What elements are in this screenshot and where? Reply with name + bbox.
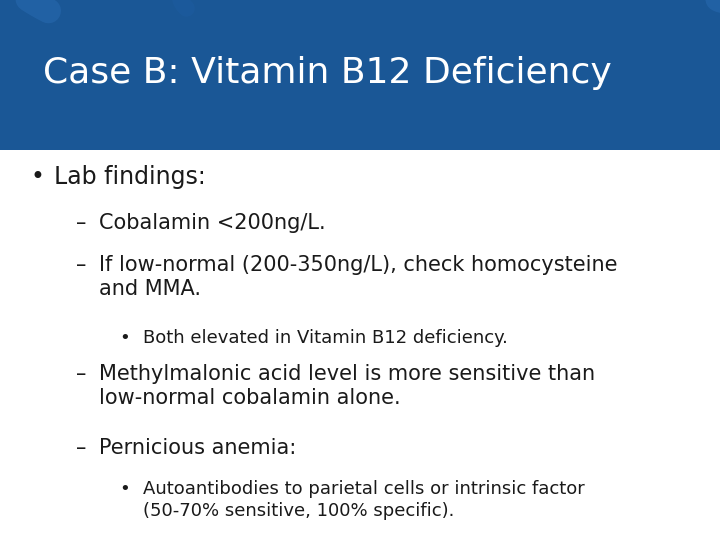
- Text: Case B: Vitamin B12 Deficiency: Case B: Vitamin B12 Deficiency: [43, 56, 612, 90]
- Text: •: •: [119, 329, 130, 347]
- Text: Pernicious anemia:: Pernicious anemia:: [99, 438, 297, 458]
- Bar: [0, 0, 720, 140]
- Text: •: •: [119, 480, 130, 498]
- Text: –: –: [76, 255, 86, 275]
- Text: Cobalamin <200ng/L.: Cobalamin <200ng/L.: [99, 213, 326, 233]
- Bar: [0, 140, 720, 150]
- Text: Autoantibodies to parietal cells or intrinsic factor
(50-70% sensitive, 100% spe: Autoantibodies to parietal cells or intr…: [143, 480, 585, 519]
- Text: Methylmalonic acid level is more sensitive than
low-normal cobalamin alone.: Methylmalonic acid level is more sensiti…: [99, 364, 595, 408]
- Text: –: –: [76, 213, 86, 233]
- Text: Both elevated in Vitamin B12 deficiency.: Both elevated in Vitamin B12 deficiency.: [143, 329, 508, 347]
- Text: –: –: [76, 438, 86, 458]
- Text: If low-normal (200-350ng/L), check homocysteine
and MMA.: If low-normal (200-350ng/L), check homoc…: [99, 255, 618, 299]
- Text: •: •: [30, 165, 44, 188]
- Text: –: –: [76, 364, 86, 384]
- Text: Lab findings:: Lab findings:: [54, 165, 206, 188]
